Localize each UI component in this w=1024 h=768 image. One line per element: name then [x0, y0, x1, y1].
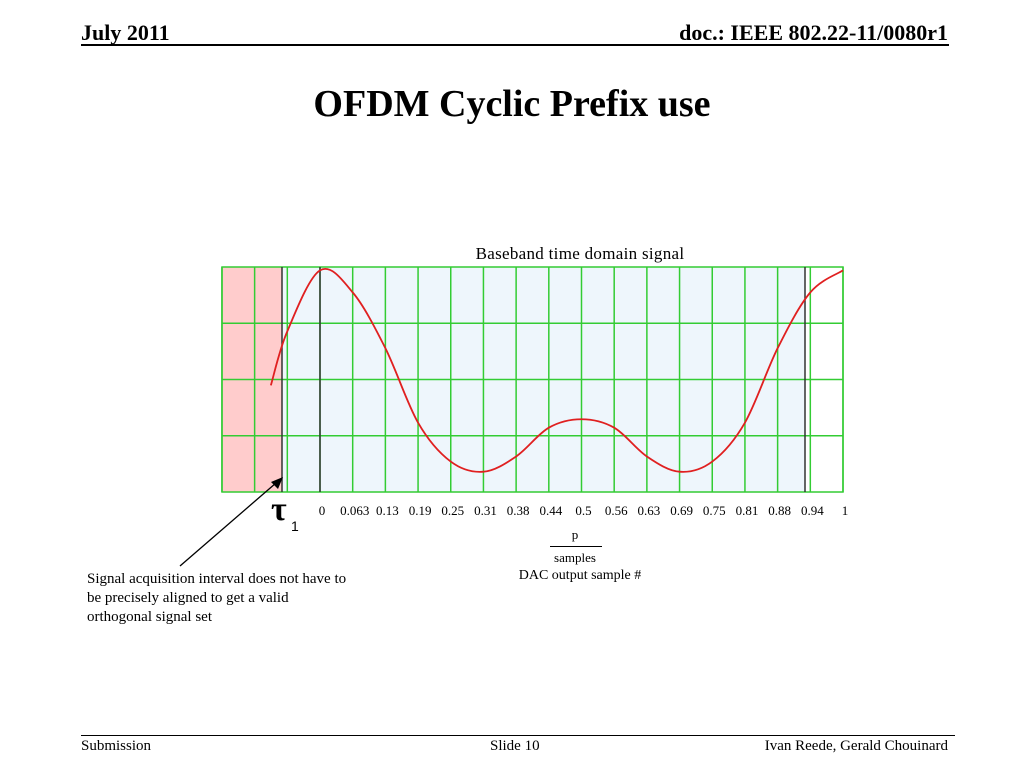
slide-title: OFDM Cyclic Prefix use: [313, 83, 711, 125]
x-tick-label: 1: [841, 503, 849, 518]
x-axis-fraction-bar: [550, 546, 602, 547]
annotation-arrow: [179, 482, 277, 567]
x-axis-label-numerator: p: [571, 527, 579, 542]
x-tick-label: 0.63: [637, 503, 661, 518]
x-tick-label: 0.063: [340, 503, 370, 518]
footer-submission: Submission: [81, 738, 152, 754]
x-tick-label: 0.94: [800, 503, 824, 518]
x-tick-label: 0.31: [474, 503, 497, 518]
x-tick-label: 0.38: [506, 503, 530, 518]
x-tick-label: 0: [318, 503, 326, 518]
annotation-note: Signal acquisition interval does not hav…: [87, 571, 347, 625]
x-tick-label: 0.44: [539, 503, 563, 518]
x-tick-label: 0.5: [575, 503, 592, 518]
header-doc-id: doc.: IEEE 802.22-11/0080r1: [679, 20, 948, 45]
footer-divider: [81, 735, 955, 736]
plot-frame: [221, 266, 844, 493]
x-tick-label: 0.88: [768, 503, 791, 518]
footer-authors: Ivan Reede, Gerald Chouinard: [764, 738, 948, 754]
signal-line: [269, 268, 844, 473]
footer-slide-number: Slide 10: [490, 738, 540, 754]
grid-horizontal: [222, 322, 843, 437]
x-tick-label: 0.69: [670, 503, 693, 518]
annotation-arrow-head: [271, 477, 283, 489]
x-axis-label: DAC output sample #: [518, 568, 642, 583]
tau-subscript: 1: [291, 518, 299, 534]
header-date: July 2011: [81, 20, 170, 45]
x-tick-label: 0.75: [702, 503, 726, 518]
x-axis-label-denominator: samples: [554, 550, 596, 565]
x-tick-label: 0.25: [441, 503, 465, 518]
x-tick-label: 0.56: [604, 503, 628, 518]
chart-title: Baseband time domain signal: [475, 244, 685, 263]
x-tick-label: 0.13: [376, 503, 399, 518]
tau-symbol: τ: [271, 491, 287, 528]
x-tick-label: 0.19: [408, 503, 432, 518]
header-divider: [81, 44, 949, 46]
x-tick-label: 0.81: [735, 503, 759, 518]
